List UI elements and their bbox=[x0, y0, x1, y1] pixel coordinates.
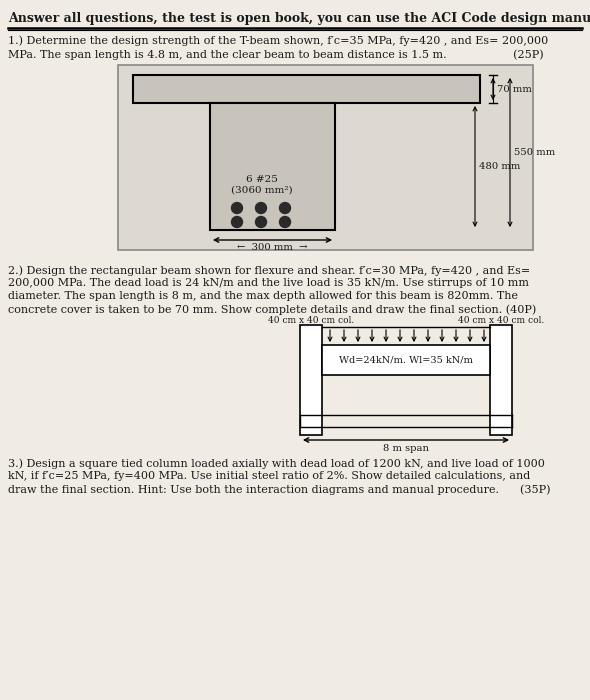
Text: draw the final section. Hint: Use both the interaction diagrams and manual proce: draw the final section. Hint: Use both t… bbox=[8, 484, 550, 495]
Text: diameter. The span length is 8 m, and the max depth allowed for this beam is 820: diameter. The span length is 8 m, and th… bbox=[8, 291, 518, 301]
Bar bbox=[300, 325, 322, 435]
Circle shape bbox=[231, 202, 242, 214]
Text: Answer all questions, the test is open book, you can use the ACI Code design man: Answer all questions, the test is open b… bbox=[8, 12, 590, 25]
Circle shape bbox=[255, 202, 267, 214]
Text: Wd=24kN/m. Wl=35 kN/m: Wd=24kN/m. Wl=35 kN/m bbox=[339, 356, 473, 365]
Text: MPa. The span length is 4.8 m, and the clear beam to beam distance is 1.5 m.    : MPa. The span length is 4.8 m, and the c… bbox=[8, 49, 543, 60]
Circle shape bbox=[280, 216, 290, 228]
Text: ←  300 mm  →: ← 300 mm → bbox=[237, 243, 308, 252]
Text: 200,000 MPa. The dead load is 24 kN/m and the live load is 35 kN/m. Use stirrups: 200,000 MPa. The dead load is 24 kN/m an… bbox=[8, 278, 529, 288]
Text: 1.) Determine the design strength of the T-beam shown, f′c=35 MPa, fy=420 , and : 1.) Determine the design strength of the… bbox=[8, 35, 548, 46]
Text: 40 cm x 40 cm col.: 40 cm x 40 cm col. bbox=[268, 316, 354, 325]
Text: 550 mm: 550 mm bbox=[514, 148, 555, 157]
Bar bbox=[118, 65, 533, 250]
Text: concrete cover is taken to be 70 mm. Show complete details and draw the final se: concrete cover is taken to be 70 mm. Sho… bbox=[8, 304, 536, 314]
Text: 40 cm x 40 cm col.: 40 cm x 40 cm col. bbox=[458, 316, 544, 325]
Text: 2.) Design the rectangular beam shown for flexure and shear. f′c=30 MPa, fy=420 : 2.) Design the rectangular beam shown fo… bbox=[8, 265, 530, 276]
Circle shape bbox=[280, 202, 290, 214]
Circle shape bbox=[255, 216, 267, 228]
Bar bbox=[133, 75, 480, 103]
Text: kN, if f′c=25 MPa, fy=400 MPa. Use initial steel ratio of 2%. Show detailed calc: kN, if f′c=25 MPa, fy=400 MPa. Use initi… bbox=[8, 471, 530, 481]
Circle shape bbox=[231, 216, 242, 228]
Bar bbox=[490, 325, 512, 435]
Bar bbox=[322, 345, 490, 375]
Text: 8 m span: 8 m span bbox=[383, 444, 429, 453]
Text: 3.) Design a square tied column loaded axially with dead load of 1200 kN, and li: 3.) Design a square tied column loaded a… bbox=[8, 458, 545, 468]
Bar bbox=[210, 103, 335, 230]
Text: (3060 mm²): (3060 mm²) bbox=[231, 186, 293, 195]
Text: 6 #25: 6 #25 bbox=[246, 175, 278, 184]
Text: 480 mm: 480 mm bbox=[479, 162, 520, 171]
Text: 70 mm: 70 mm bbox=[497, 85, 532, 94]
